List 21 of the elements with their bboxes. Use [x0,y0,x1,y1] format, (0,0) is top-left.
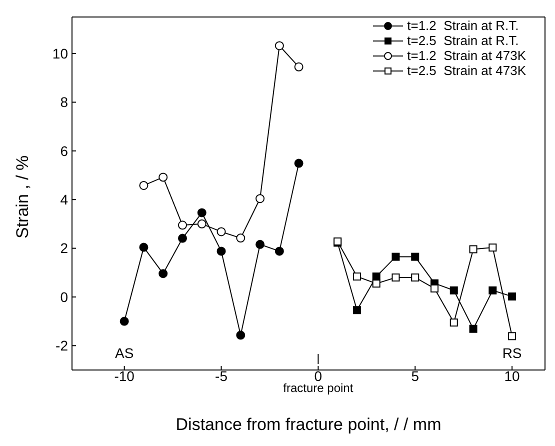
y-axis-title: Strain , / % [13,155,32,238]
y-tick-label: 0 [60,288,68,305]
y-tick-label: 4 [60,192,68,208]
y-tick-label: 10 [52,45,68,62]
legend-label: t=1.2 Strain at 473K [407,48,526,63]
y-tick-label: 6 [60,142,68,159]
annotation: AS [114,345,134,361]
x-tick-label: 5 [411,368,420,384]
x-tick-label: -10 [114,368,135,384]
annotation: RS [502,345,522,361]
text: fracture point [283,381,354,395]
legend-label: t=1.2 Strain at R.T. [407,18,519,33]
legend-label: t=2.5 Strain at R.T. [407,33,519,48]
legend-label: t=2.5 Strain at 473K [407,63,526,78]
x-tick-label: 0 [314,368,322,384]
x-tick-label: 10 [504,368,520,384]
y-tick-label: 2 [60,240,68,256]
x-tick-label: -5 [215,368,228,384]
y-tick-label: 8 [60,94,68,110]
x-axis-title: Distance from fracture point, / / mm [176,415,442,434]
y-tick-label: -2 [56,338,68,354]
